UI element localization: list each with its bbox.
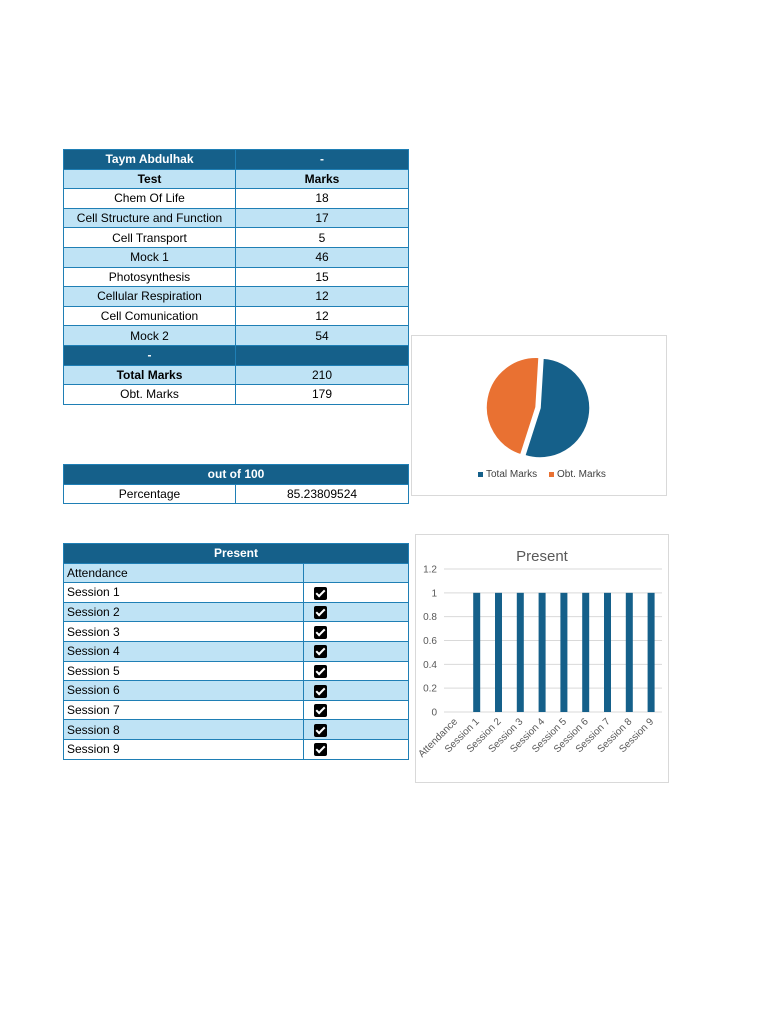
- attendance-header[interactable]: Present: [63, 543, 409, 564]
- table-row: Photosynthesis 15: [63, 266, 409, 288]
- separator-cell-empty[interactable]: [235, 344, 409, 366]
- table-row: Session 7: [63, 699, 409, 721]
- table-row: Session 2: [63, 601, 409, 623]
- marks-cell[interactable]: 54: [235, 325, 409, 346]
- attendance-empty-cell[interactable]: [303, 562, 409, 584]
- bar[interactable]: [538, 592, 546, 712]
- checkbox-checked-icon[interactable]: [314, 743, 327, 757]
- table-row: Cell Comunication 12: [63, 305, 409, 327]
- bar[interactable]: [625, 592, 633, 712]
- bar[interactable]: [647, 592, 655, 712]
- test-name-cell[interactable]: Cellular Respiration: [63, 286, 236, 307]
- marks-cell[interactable]: 46: [235, 246, 409, 268]
- table-row: Session 6: [63, 680, 409, 701]
- obtained-marks-label[interactable]: Obt. Marks: [63, 384, 236, 405]
- y-tick-label: 0.6: [423, 636, 437, 647]
- table-row: Session 4: [63, 640, 409, 662]
- pie-chart-svg: Total Marks Obt. Marks: [478, 356, 606, 480]
- y-tick-label: 1.2: [423, 565, 437, 576]
- session-label[interactable]: Session 9: [63, 738, 304, 760]
- marks-column-header[interactable]: Marks: [235, 168, 409, 190]
- bar[interactable]: [582, 592, 590, 712]
- marks-table: Taym Abdulhak - Test Marks Chem Of Life …: [63, 149, 409, 405]
- session-label[interactable]: Session 6: [63, 680, 304, 701]
- marks-cell[interactable]: 12: [235, 305, 409, 327]
- pie-chart[interactable]: Total Marks Obt. Marks: [411, 335, 667, 496]
- test-name-cell[interactable]: Cell Structure and Function: [63, 207, 236, 229]
- obtained-marks-value[interactable]: 179: [235, 384, 409, 405]
- table-row: Cell Transport 5: [63, 227, 409, 248]
- student-name-cell[interactable]: Taym Abdulhak: [63, 149, 236, 170]
- pie-slice[interactable]: [485, 356, 540, 456]
- checkbox-checked-icon[interactable]: [314, 723, 327, 737]
- session-label[interactable]: Session 8: [63, 719, 304, 740]
- y-tick-label: 0.4: [423, 660, 437, 671]
- chart-title: Present: [516, 548, 569, 565]
- test-column-header[interactable]: Test: [63, 168, 236, 190]
- marks-cell[interactable]: 15: [235, 266, 409, 288]
- legend-swatch: [549, 472, 554, 477]
- session-label[interactable]: Session 2: [63, 601, 304, 623]
- marks-cell[interactable]: 12: [235, 286, 409, 307]
- attendance-table: Present Attendance Session 1 Session 2 S…: [63, 543, 409, 760]
- test-name-cell[interactable]: Photosynthesis: [63, 266, 236, 288]
- table-row: Cellular Respiration 12: [63, 286, 409, 307]
- bar[interactable]: [516, 592, 524, 712]
- marks-cell[interactable]: 5: [235, 227, 409, 248]
- marks-cell[interactable]: 18: [235, 188, 409, 209]
- checkbox-checked-icon[interactable]: [314, 586, 327, 600]
- test-name-cell[interactable]: Mock 2: [63, 325, 236, 346]
- checkbox-checked-icon[interactable]: [314, 625, 327, 639]
- session-label[interactable]: Session 7: [63, 699, 304, 721]
- bar[interactable]: [473, 592, 481, 712]
- checkbox-checked-icon[interactable]: [314, 665, 327, 679]
- percentage-table: out of 100 Percentage 85.23809524: [62, 464, 410, 505]
- test-name-cell[interactable]: Cell Comunication: [63, 305, 236, 327]
- session-label[interactable]: Session 1: [63, 582, 304, 603]
- bar[interactable]: [560, 592, 568, 712]
- table-row: Mock 1 46: [63, 246, 409, 268]
- table-row: Session 3: [63, 621, 409, 642]
- table-row: Session 9: [63, 738, 409, 760]
- checkbox-checked-icon[interactable]: [314, 606, 327, 620]
- test-name-cell[interactable]: Chem Of Life: [63, 188, 236, 209]
- y-tick-label: 1: [431, 588, 437, 599]
- y-tick-label: 0: [431, 708, 437, 719]
- percentage-header[interactable]: out of 100: [62, 464, 410, 485]
- legend-entry[interactable]: Total Marks: [486, 469, 537, 480]
- table-row: Chem Of Life 18: [63, 188, 409, 209]
- test-name-cell[interactable]: Cell Transport: [63, 227, 236, 248]
- test-name-cell[interactable]: Mock 1: [63, 246, 236, 268]
- legend-entry[interactable]: Obt. Marks: [557, 469, 606, 480]
- session-label[interactable]: Session 4: [63, 640, 304, 662]
- checkbox-checked-icon[interactable]: [314, 684, 327, 698]
- total-marks-label[interactable]: Total Marks: [63, 364, 236, 386]
- table-row: Cell Structure and Function 17: [63, 207, 409, 229]
- student-extra-cell[interactable]: -: [235, 149, 409, 170]
- session-label[interactable]: Session 3: [63, 621, 304, 642]
- bar-chart-svg: Present00.20.40.60.811.2AttendanceSessio…: [416, 548, 662, 760]
- session-label[interactable]: Session 5: [63, 660, 304, 682]
- bar[interactable]: [495, 592, 502, 712]
- attendance-label[interactable]: Attendance: [63, 562, 304, 584]
- pie-slice[interactable]: [523, 357, 591, 459]
- y-tick-label: 0.2: [423, 684, 437, 695]
- checkbox-checked-icon[interactable]: [314, 704, 327, 718]
- bar-chart[interactable]: Present 0 0.2 0.4 0.6 0.8 1 1.2 Attendance Sessio…: [415, 534, 669, 783]
- bar[interactable]: [604, 592, 611, 712]
- table-row: Session 1: [63, 582, 409, 603]
- checkbox-checked-icon[interactable]: [314, 645, 327, 659]
- table-row: Session 8: [63, 719, 409, 740]
- separator-cell[interactable]: -: [63, 344, 236, 366]
- marks-cell[interactable]: 17: [235, 207, 409, 229]
- total-marks-value[interactable]: 210: [235, 364, 409, 386]
- table-row: Mock 2 54: [63, 325, 409, 346]
- y-tick-label: 0.8: [423, 612, 437, 623]
- table-row: Session 5: [63, 660, 409, 682]
- percentage-value[interactable]: 85.23809524: [234, 483, 410, 505]
- percentage-label[interactable]: Percentage: [63, 483, 236, 505]
- legend-swatch: [478, 472, 483, 477]
